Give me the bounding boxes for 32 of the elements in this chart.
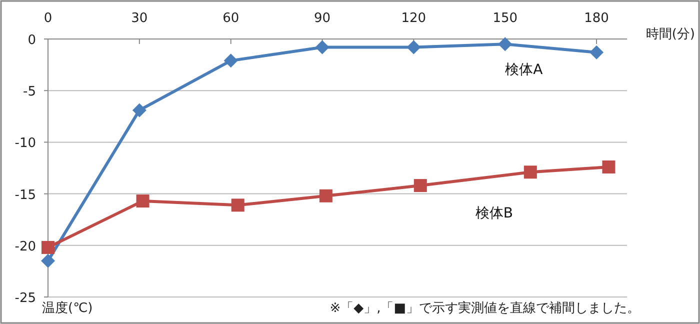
x-tick-label: 120 [401, 11, 426, 26]
text: 温度(℃) [42, 300, 93, 316]
x-axis-title: 時間(分) [646, 27, 695, 42]
point [414, 179, 427, 192]
y-tick-label: 0 [28, 33, 36, 48]
series-label: 検体A [505, 62, 544, 78]
y-tick-label: -15 [14, 188, 36, 203]
y-tick-label: -20 [14, 239, 36, 254]
point [590, 45, 604, 60]
series-label: 検体B [475, 206, 513, 222]
y-tick-label: -5 [23, 84, 36, 100]
point [319, 189, 332, 202]
point [136, 194, 150, 208]
point [498, 37, 512, 52]
point [42, 240, 54, 254]
point [315, 40, 330, 54]
y-tick-label: -10 [14, 136, 36, 152]
x-tick-label: 0 [44, 11, 52, 26]
text: ※「◆」,「■」で示す実測値を直線で補間しました。 [330, 300, 640, 316]
x-tick-label: 30 [131, 11, 148, 26]
x-tick-label: 150 [492, 11, 518, 26]
point [524, 166, 537, 179]
point [224, 54, 238, 68]
point [132, 103, 146, 118]
x-tick-label: 60 [222, 11, 240, 26]
point [602, 160, 616, 174]
x-tick-label: 90 [314, 11, 331, 26]
point [41, 254, 55, 268]
x-tick-label: 180 [584, 11, 609, 26]
point [406, 40, 421, 54]
point [231, 198, 244, 212]
y-tick-label: -25 [14, 291, 36, 306]
